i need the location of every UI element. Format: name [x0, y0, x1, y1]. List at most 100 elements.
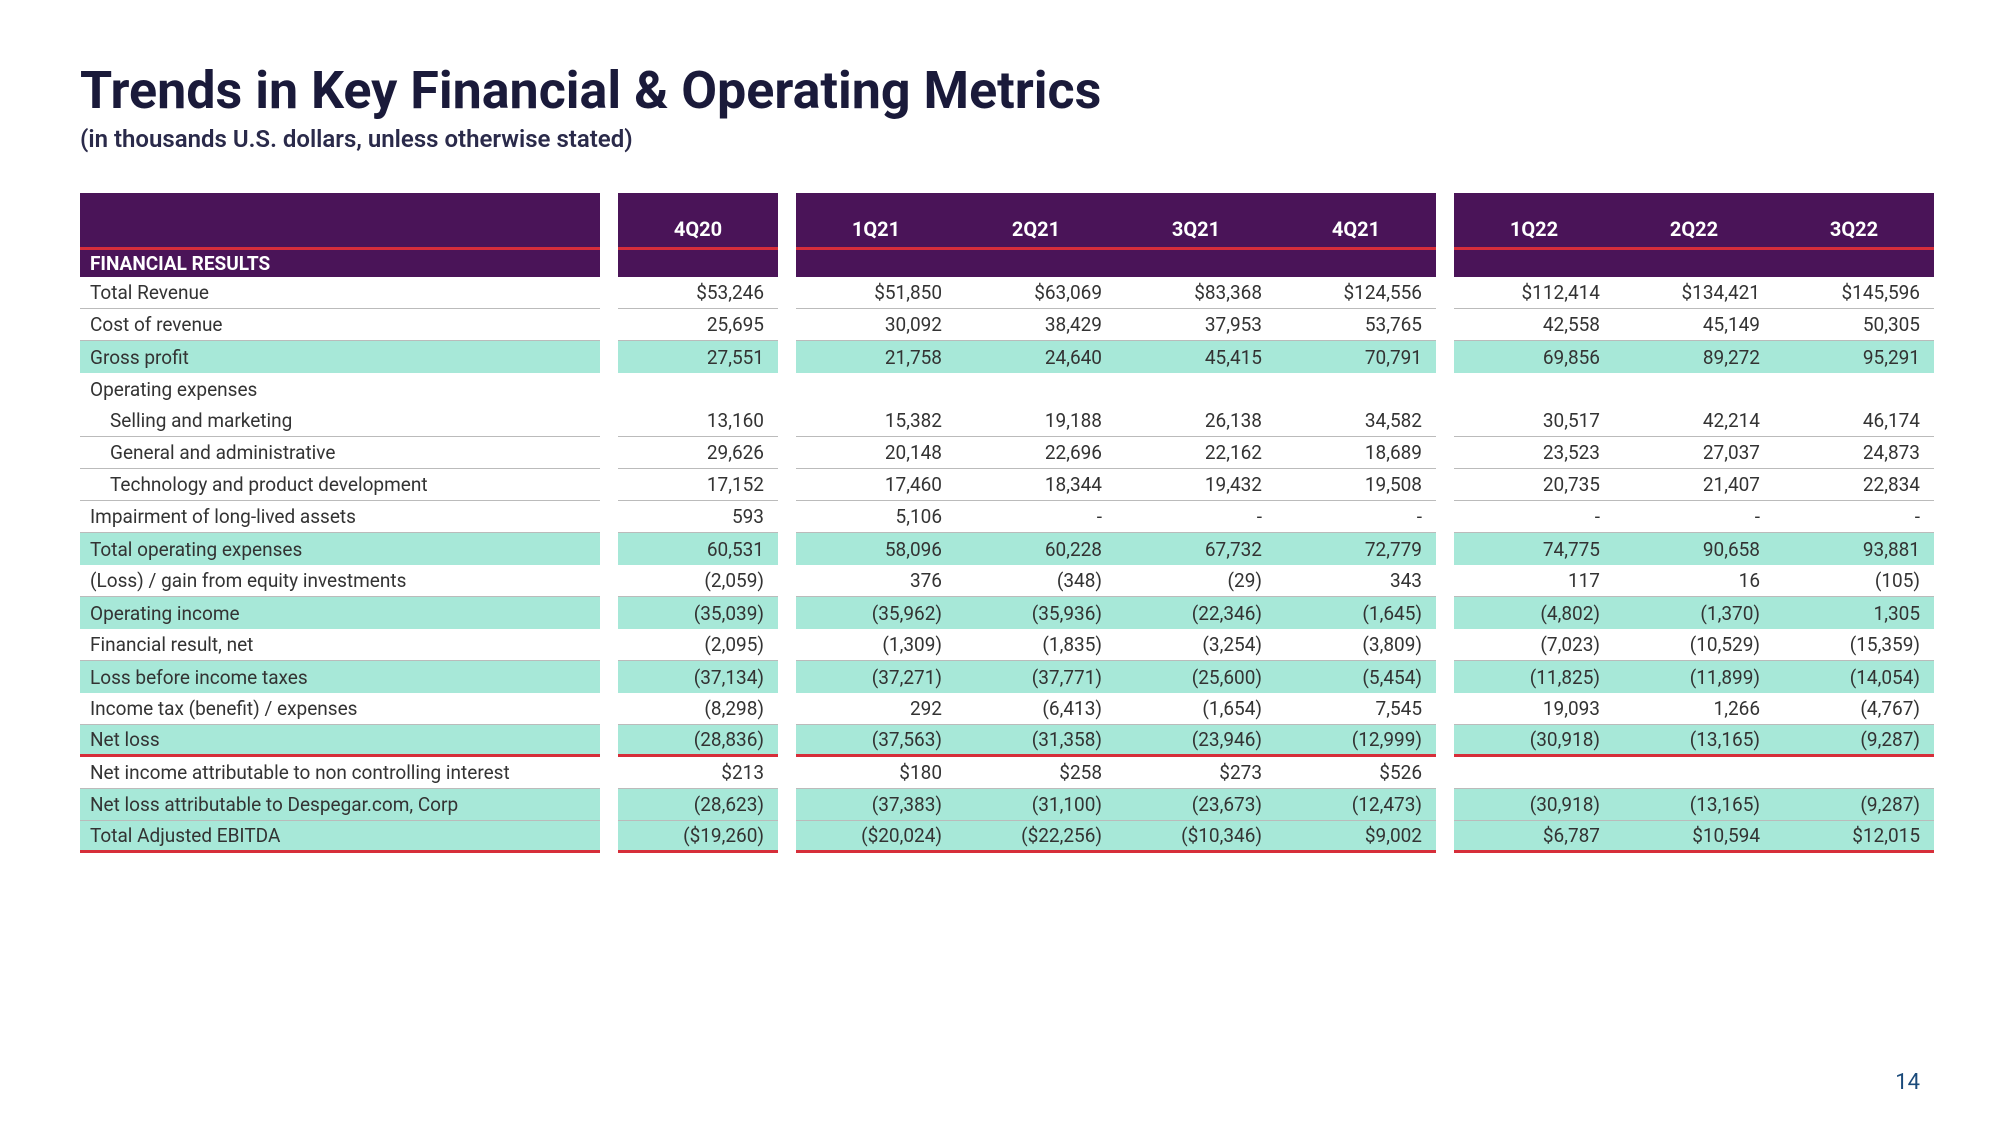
row-label: Net income attributable to non controlli…: [80, 757, 600, 789]
table-cell: 53,765: [1276, 313, 1436, 336]
label-column: FINANCIAL RESULTSTotal RevenueCost of re…: [80, 193, 600, 853]
table-cell: (3,254): [1116, 633, 1276, 656]
table-cell: (28,623): [618, 793, 778, 816]
table-cell: (4,767): [1774, 697, 1934, 720]
table-cell: (37,383): [796, 793, 956, 816]
table-cell: (2,095): [618, 633, 778, 656]
table-cell: 72,779: [1276, 538, 1436, 561]
table-cell: -: [1116, 505, 1276, 528]
table-row: 292(6,413)(1,654)7,545: [796, 693, 1436, 725]
table-cell: 19,432: [1116, 473, 1276, 496]
table-cell: 18,689: [1276, 441, 1436, 464]
table-cell: 89,272: [1614, 346, 1774, 369]
row-label: Financial result, net: [80, 629, 600, 661]
table-row: $51,850$63,069$83,368$124,556: [796, 277, 1436, 309]
row-label: Net loss: [80, 725, 600, 757]
financial-table: FINANCIAL RESULTSTotal RevenueCost of re…: [80, 193, 1920, 853]
table-cell: 50,305: [1774, 313, 1934, 336]
column-group: 1Q212Q213Q214Q21$51,850$63,069$83,368$12…: [796, 193, 1436, 853]
table-cell: $10,594: [1614, 824, 1774, 847]
section-header-spacer: [796, 247, 1436, 277]
table-cell: (37,271): [796, 666, 956, 689]
table-row: (11,825)(11,899)(14,054): [1454, 661, 1934, 693]
table-cell: 74,775: [1454, 538, 1614, 561]
table-cell: $526: [1276, 761, 1436, 784]
table-cell: 90,658: [1614, 538, 1774, 561]
row-label: Total Adjusted EBITDA: [80, 821, 600, 853]
table-cell: 19,093: [1454, 697, 1614, 720]
table-cell: 17,460: [796, 473, 956, 496]
table-cell: (25,600): [1116, 666, 1276, 689]
table-cell: ($19,260): [618, 824, 778, 847]
table-cell: (10,529): [1614, 633, 1774, 656]
table-cell: (2,059): [618, 569, 778, 592]
section-header: FINANCIAL RESULTS: [80, 247, 600, 277]
table-row: $213: [618, 757, 778, 789]
row-label: Gross profit: [80, 341, 600, 373]
table-row: 60,531: [618, 533, 778, 565]
table-cell: 292: [796, 697, 956, 720]
section-header-spacer: [1454, 247, 1934, 277]
table-cell: $213: [618, 761, 778, 784]
row-label: Loss before income taxes: [80, 661, 600, 693]
table-row: 5,106---: [796, 501, 1436, 533]
table-cell: $9,002: [1276, 824, 1436, 847]
column-header: 3Q21: [1116, 217, 1276, 241]
table-cell: (15,359): [1774, 633, 1934, 656]
page-title: Trends in Key Financial & Operating Metr…: [80, 60, 1920, 121]
table-cell: 46,174: [1774, 409, 1934, 432]
column-header: 2Q21: [956, 217, 1116, 241]
table-cell: (30,918): [1454, 728, 1614, 751]
table-row: $112,414$134,421$145,596: [1454, 277, 1934, 309]
table-cell: 13,160: [618, 409, 778, 432]
table-cell: 38,429: [956, 313, 1116, 336]
table-cell: (1,370): [1614, 602, 1774, 625]
table-cell: 34,582: [1276, 409, 1436, 432]
table-cell: (1,309): [796, 633, 956, 656]
table-cell: 21,407: [1614, 473, 1774, 496]
table-cell: 37,953: [1116, 313, 1276, 336]
row-label: Cost of revenue: [80, 309, 600, 341]
table-row: (28,623): [618, 789, 778, 821]
table-cell: 117: [1454, 569, 1614, 592]
table-cell: (13,165): [1614, 793, 1774, 816]
table-cell: $112,414: [1454, 281, 1614, 304]
row-label: (Loss) / gain from equity investments: [80, 565, 600, 597]
table-row: 13,160: [618, 405, 778, 437]
table-cell: (37,563): [796, 728, 956, 751]
table-cell: -: [1454, 505, 1614, 528]
table-cell: $134,421: [1614, 281, 1774, 304]
table-row: ($20,024)($22,256)($10,346)$9,002: [796, 821, 1436, 853]
row-label: Income tax (benefit) / expenses: [80, 693, 600, 725]
table-cell: (8,298): [618, 697, 778, 720]
table-row: (8,298): [618, 693, 778, 725]
table-cell: (7,023): [1454, 633, 1614, 656]
table-cell: (31,358): [956, 728, 1116, 751]
table-cell: 7,545: [1276, 697, 1436, 720]
table-cell: (11,899): [1614, 666, 1774, 689]
table-cell: (35,962): [796, 602, 956, 625]
header-spacer: [80, 193, 600, 247]
table-row: 17,46018,34419,43219,508: [796, 469, 1436, 501]
table-row: (37,271)(37,771)(25,600)(5,454): [796, 661, 1436, 693]
table-cell: (12,473): [1276, 793, 1436, 816]
table-cell: $12,015: [1774, 824, 1934, 847]
table-cell: (31,100): [956, 793, 1116, 816]
table-row: 21,75824,64045,41570,791: [796, 341, 1436, 373]
table-cell: 27,037: [1614, 441, 1774, 464]
table-cell: 16: [1614, 569, 1774, 592]
table-cell: 70,791: [1276, 346, 1436, 369]
table-cell: -: [1614, 505, 1774, 528]
table-cell: 19,188: [956, 409, 1116, 432]
table-cell: (22,346): [1116, 602, 1276, 625]
column-group: 4Q20$53,24625,69527,55113,16029,62617,15…: [618, 193, 778, 853]
column-header: 4Q21: [1276, 217, 1436, 241]
table-cell: (9,287): [1774, 728, 1934, 751]
table-cell: $258: [956, 761, 1116, 784]
table-cell: -: [1276, 505, 1436, 528]
table-cell: (11,825): [1454, 666, 1614, 689]
table-cell: 58,096: [796, 538, 956, 561]
row-label: Total operating expenses: [80, 533, 600, 565]
table-row: (4,802)(1,370)1,305: [1454, 597, 1934, 629]
table-row: [1454, 373, 1934, 405]
